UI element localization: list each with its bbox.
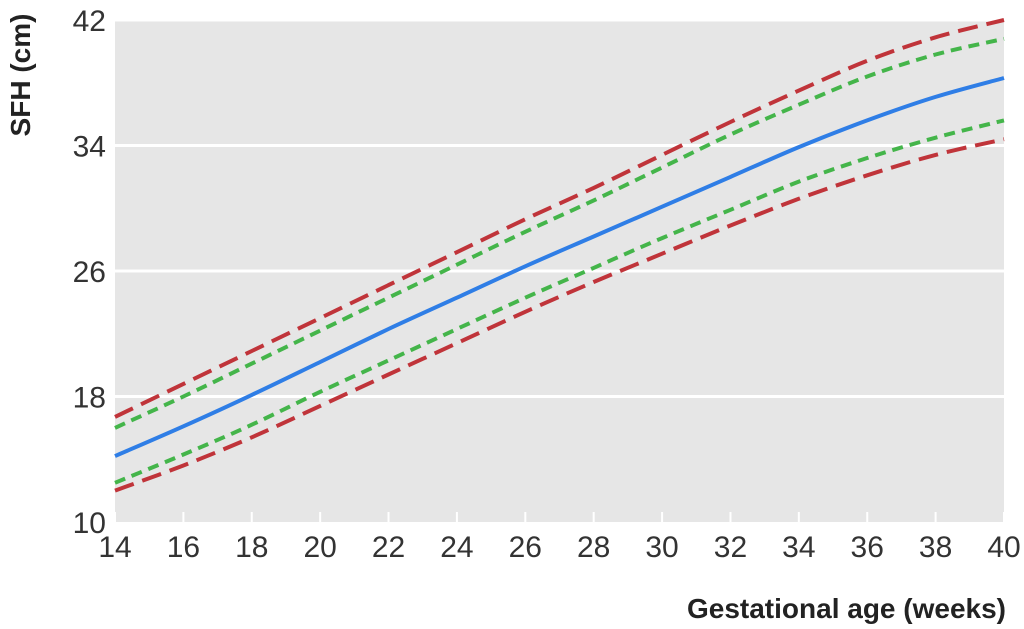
y-tick-label: 26 — [73, 256, 106, 289]
x-tick-label: 26 — [509, 531, 542, 564]
y-tick-labels: 10 18 26 34 42 — [73, 5, 106, 540]
x-tick-label: 14 — [98, 531, 131, 564]
x-tick-label: 38 — [919, 531, 952, 564]
x-tick-label: 16 — [167, 531, 200, 564]
y-tick-label: 10 — [73, 507, 106, 540]
upper-inner-centile-line — [114, 36, 1005, 430]
series-group — [114, 18, 1005, 493]
x-tick-label: 20 — [303, 531, 336, 564]
x-tick-labels: 14 16 18 20 22 24 26 28 30 32 34 36 38 40 — [98, 531, 1020, 564]
y-tick-label: 42 — [73, 5, 106, 38]
x-tick-label: 22 — [372, 531, 405, 564]
x-tick-label: 40 — [987, 531, 1020, 564]
x-ticks — [114, 512, 1005, 522]
y-tick-label: 34 — [73, 131, 106, 164]
lower-inner-centile-line — [114, 118, 1005, 485]
grid-lines — [115, 18, 1004, 398]
x-tick-label: 32 — [714, 531, 747, 564]
upper-outer-centile-line — [114, 18, 1005, 419]
median-line — [114, 76, 1005, 458]
x-tick-label: 18 — [235, 531, 268, 564]
x-tick-label: 34 — [782, 531, 815, 564]
y-axis-title: SFH (cm) — [5, 14, 36, 137]
x-tick-label: 28 — [577, 531, 610, 564]
x-axis-title: Gestational age (weeks) — [687, 593, 1006, 624]
x-tick-label: 30 — [645, 531, 678, 564]
x-tick-label: 24 — [440, 531, 473, 564]
x-tick-label: 36 — [851, 531, 884, 564]
y-tick-label: 18 — [73, 382, 106, 415]
lower-outer-centile-line — [114, 137, 1005, 493]
